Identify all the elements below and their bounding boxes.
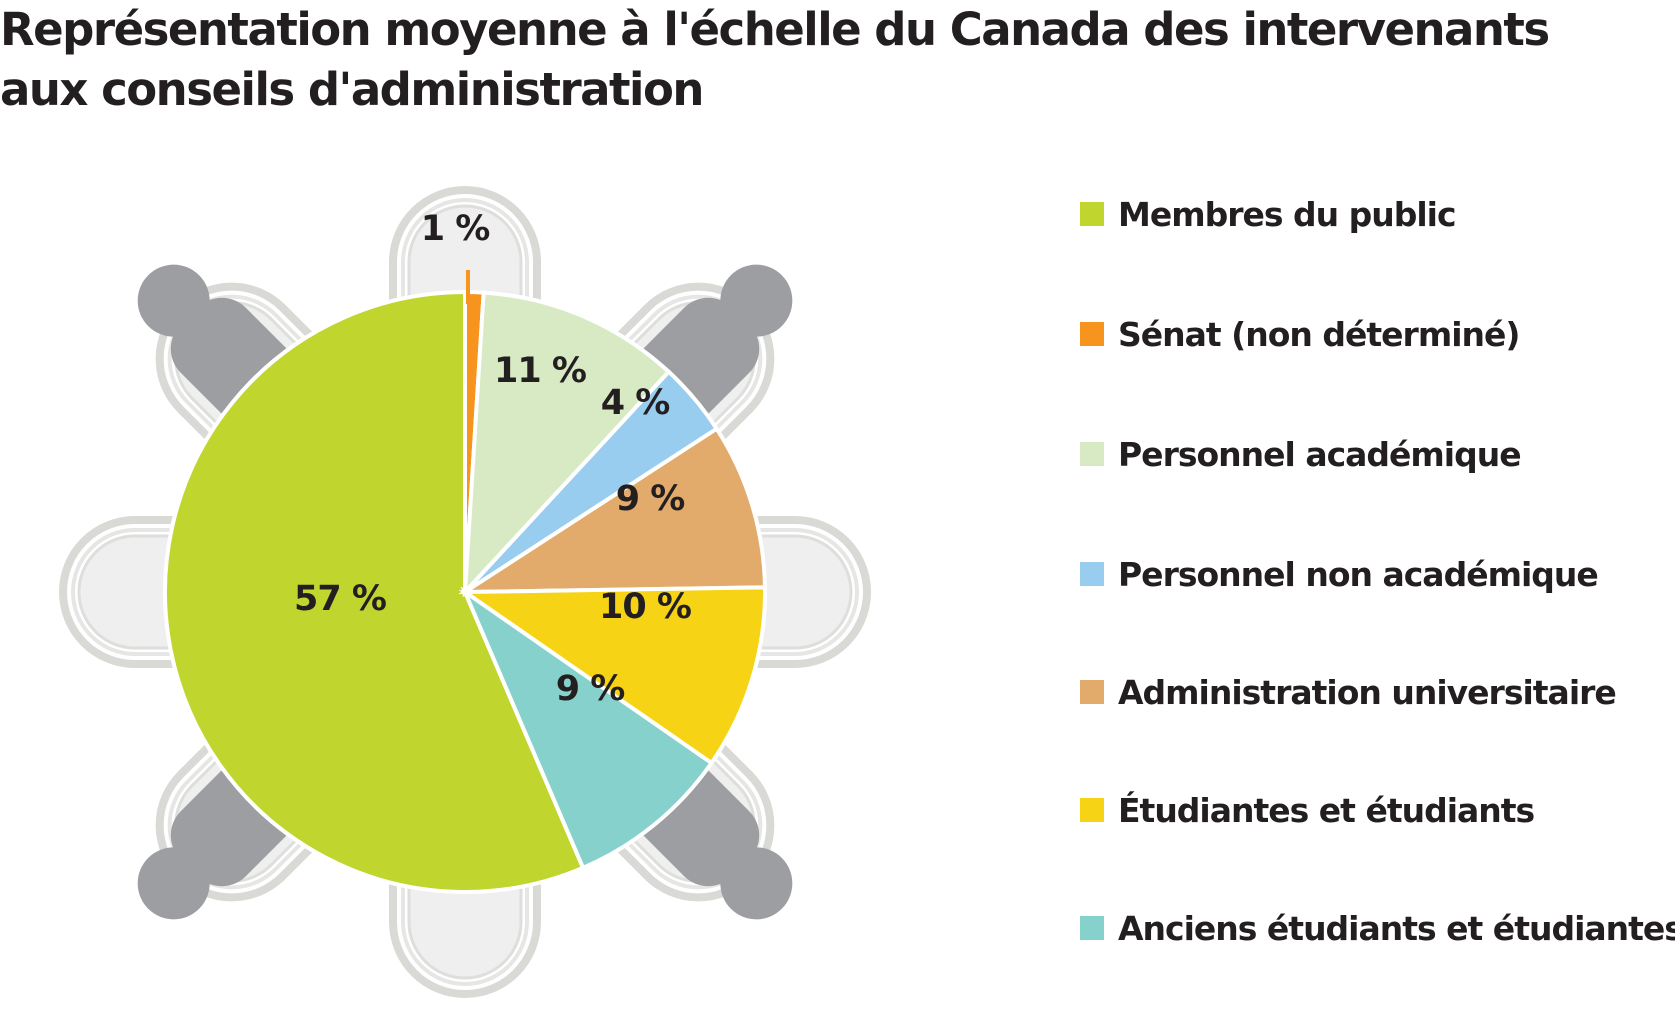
pie-value-label-6: 10 % [599,587,691,627]
legend-swatch [1080,562,1104,586]
pie-slice-6 [458,585,767,766]
legend-label: Étudiantes et étudiants [1118,790,1535,830]
pie-value-label-1: 57 % [294,579,386,619]
legend-swatch [1080,798,1104,822]
legend-item-1: Membres du public [1080,194,1675,234]
pie-value-label-5: 9 % [616,479,685,519]
legend-swatch [1080,442,1104,466]
legend-swatch [1080,680,1104,704]
pie-value-labels: 57 % 1 % 11 % 4 % 9 % 10 % 9 % [294,209,692,709]
legend-label: Administration universitaire [1118,672,1617,712]
legend-item-4: Personnel non académique [1080,554,1675,594]
pie-slice-1 [163,289,586,894]
legend-item-7: Anciens étudiants et étudiantes [1080,908,1675,948]
legend-swatch [1080,916,1104,940]
legend-item-6: Étudiantes et étudiants [1080,790,1675,830]
legend-label: Membres du public [1118,194,1457,234]
pie-slice-5 [458,425,767,595]
pie-slices [163,289,767,894]
legend-item-5: Administration universitaire [1080,672,1675,712]
legend-item-3: Personnel académique [1080,434,1675,474]
legend-label: Sénat (non déterminé) [1118,314,1520,354]
pie-value-label-3: 11 % [494,351,586,391]
legend-label: Personnel non académique [1118,554,1599,594]
legend-label: Personnel académique [1118,434,1522,474]
legend-item-2: Sénat (non déterminé) [1080,314,1675,354]
legend-label: Anciens étudiants et étudiantes [1118,908,1675,948]
chart-title: Représentation moyenne à l'échelle du Ca… [0,3,1550,116]
pie-value-label-7: 9 % [556,669,625,709]
legend-swatch [1080,202,1104,226]
legend-swatch [1080,322,1104,346]
pie-value-label-4: 4 % [601,383,670,423]
pie-slice-3 [462,290,672,598]
legend: Membres du public Sénat (non déterminé) Pe… [1080,195,1675,1027]
pie-slice-7 [460,586,715,871]
pie-value-label-2: 1 % [421,209,490,249]
